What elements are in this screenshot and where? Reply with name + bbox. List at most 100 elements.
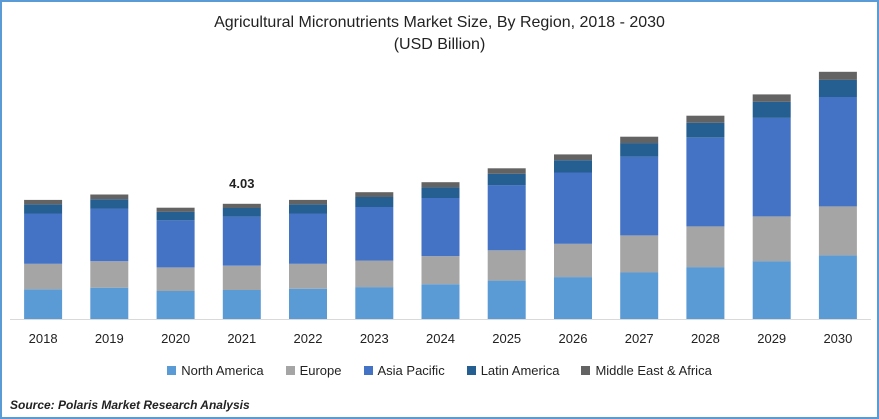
bar-segment-2029-asia-pacific [752,118,791,217]
bar-segment-2019-asia-pacific [90,208,129,262]
chart-title: Agricultural Micronutrients Market Size,… [214,14,665,31]
bar-segment-2026-europe [554,243,592,277]
bar-segment-2024-latin-america [421,187,460,198]
legend-label: Middle East & Africa [595,363,712,378]
bar-segment-2018-asia-pacific [24,213,63,264]
legend-item-middle-east-africa: Middle East & Africa [581,363,712,378]
bar-segment-2026-north-america [554,277,592,319]
bar-segment-2023-middle-east-africa [355,192,394,197]
bar-segment-2023-north-america [355,287,394,319]
bar-segment-2025-north-america [487,280,526,319]
x-tick-label: 2025 [492,331,521,346]
x-tick-label: 2019 [95,331,124,346]
bar-segment-2030-middle-east-africa [818,71,857,80]
bar-segment-2020-north-america [156,290,195,319]
source-note: Source: Polaris Market Research Analysis [10,398,250,412]
bar-segment-2021-asia-pacific [222,216,261,266]
bar-segment-2021-middle-east-africa [222,203,261,208]
x-tick-label: 2026 [559,331,588,346]
stacked-bar-chart: 2018 2019 2020 2021 4.03 2022 2023 2024 2025 2026… [10,71,871,346]
bar-segment-2029-north-america [752,261,791,319]
bar-segment-2020-europe [156,267,195,291]
x-tick-label: 2029 [757,331,786,346]
bar-segment-2030-europe [818,206,857,256]
legend-label: North America [181,363,264,378]
bar-segment-2027-latin-america [620,143,659,157]
bar-segment-2018-latin-america [24,204,63,214]
bar-segment-2018-middle-east-africa [24,199,63,205]
bar-segment-2019-latin-america [90,199,129,209]
bar-segment-2025-asia-pacific [487,185,526,251]
bar-segment-2023-latin-america [355,197,394,207]
bar-segment-2028-north-america [686,267,725,319]
x-tick-label: 2028 [691,331,720,346]
legend-swatch [167,366,177,375]
legend-label: Asia Pacific [377,363,445,378]
legend-swatch [363,366,373,375]
bar-segment-2022-latin-america [289,204,327,214]
bar-segment-2022-middle-east-africa [289,199,327,205]
bar-segment-2026-asia-pacific [554,172,592,244]
bar-segment-2027-middle-east-africa [620,136,659,144]
bar-segment-2020-middle-east-africa [156,207,195,212]
bar-segment-2030-asia-pacific [818,97,857,207]
x-tick-label: 2020 [161,331,190,346]
bar-segment-2025-latin-america [487,173,526,186]
x-tick-label: 2018 [29,331,58,346]
bar-segment-2020-latin-america [156,211,195,221]
bar-segment-2024-asia-pacific [421,198,460,257]
bar-segment-2029-latin-america [752,101,791,118]
bar-segment-2025-europe [487,250,526,281]
bar-segment-2018-north-america [24,289,63,319]
bar-segment-2024-europe [421,256,460,285]
bar-segment-2021-europe [222,265,261,290]
chart-header: Agricultural Micronutrients Market Size,… [2,12,877,56]
bar-segment-2024-middle-east-africa [421,182,460,188]
bar-segment-2019-europe [90,261,129,288]
bar-segment-2030-latin-america [818,79,857,97]
bar-segment-2025-middle-east-africa [487,168,526,174]
bar-segment-2026-middle-east-africa [554,154,592,161]
bar-segment-2024-north-america [421,284,460,319]
bar-segment-2022-asia-pacific [289,213,327,264]
legend-swatch [285,366,295,375]
legend-label: Latin America [480,363,560,378]
legend-swatch [466,366,476,375]
bar-segment-2020-asia-pacific [156,220,195,268]
x-tick-label: 2021 [227,331,256,346]
bar-segment-2018-europe [24,263,63,290]
bar-segment-2029-europe [752,216,791,262]
legend-item-asia-pacific: Asia Pacific [363,363,445,378]
bar-segment-2019-north-america [90,287,129,319]
bar-segment-2029-middle-east-africa [752,94,791,102]
bar-segment-2021-north-america [222,290,261,319]
x-tick-label: 2023 [360,331,389,346]
bar-segment-2027-europe [620,235,659,273]
chart-legend: North America Europe Asia Pacific Latin Ame… [2,363,877,378]
x-tick-label: 2024 [426,331,455,346]
bar-segment-2027-asia-pacific [620,156,659,236]
legend-label: Europe [299,363,342,378]
chart-subtitle: (USD Billion) [393,36,486,53]
bar-segment-2022-europe [289,263,327,289]
bar-segment-2021-latin-america [222,208,261,217]
data-label-2021: 4.03 [229,176,254,191]
legend-swatch [581,366,591,375]
bar-segment-2027-north-america [620,272,659,319]
x-tick-label: 2030 [823,331,852,346]
legend-item-europe: Europe [285,363,342,378]
bar-segment-2022-north-america [289,288,327,319]
bar-segment-2028-middle-east-africa [686,115,725,123]
x-tick-label: 2022 [294,331,323,346]
bar-segment-2026-latin-america [554,160,592,173]
bar-segment-2028-latin-america [686,122,725,138]
legend-item-latin-america: Latin America [466,363,560,378]
bar-segment-2028-europe [686,226,725,268]
legend-item-north-america: North America [167,363,264,378]
bar-segment-2028-asia-pacific [686,137,725,227]
bar-segment-2030-north-america [818,255,857,319]
bar-segment-2023-europe [355,260,394,288]
bar-segment-2023-asia-pacific [355,207,394,261]
bar-segment-2019-middle-east-africa [90,194,129,200]
